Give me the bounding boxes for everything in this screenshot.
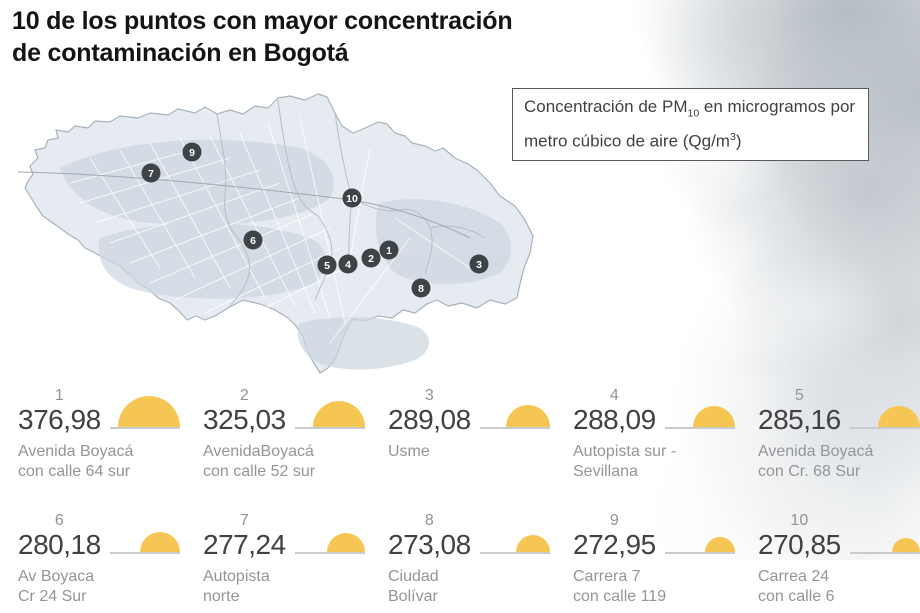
value-gauge [849,395,920,429]
svg-text:10: 10 [346,193,358,205]
rank-label: 3 [424,387,434,404]
rank-label: 4 [609,387,619,404]
svg-text:6: 6 [250,235,256,247]
pollution-point-card: 1 376,98 Avenida Boyacá con calle 64 sur [18,387,188,512]
value-gauge [664,520,735,554]
value-gauge [664,395,735,429]
map-marker-5: 5 [317,255,337,275]
rank-label: 10 [790,512,809,529]
gauge-dome-icon [692,406,735,427]
gauge-dome-icon [877,406,920,427]
pm10-value: 288,09 [573,404,656,435]
pm10-value: 280,18 [18,529,101,560]
location-label: AvenidaBoyacá con calle 52 sur [203,443,316,480]
value-gauge [479,395,550,429]
svg-text:5: 5 [324,260,330,272]
value-gauge [294,520,365,554]
bogota-map-svg: 12 3 4 5 6 7 8 9 10 [17,93,534,374]
pm10-value: 289,08 [388,404,471,435]
pm10-value: 270,85 [758,529,841,560]
map-marker-9: 9 [182,142,202,162]
rank-label: 5 [794,387,804,404]
svg-text:3: 3 [476,259,482,271]
pollution-point-card: 10 270,85 Carrea 24 con calle 6 [758,512,920,613]
pollution-point-card: 3 289,08 Usme [388,387,558,512]
map-marker-4: 4 [338,254,358,274]
gauge-dome-icon [704,537,735,552]
pollution-point-card: 5 285,16 Avenida Boyacá con Cr. 68 Sur [758,387,920,512]
gauge-dome-icon [117,396,180,427]
svg-text:4: 4 [345,259,351,271]
location-label: Avenida Boyacá con Cr. 68 Sur [758,443,874,480]
location-label: Carrera 7 con calle 119 [573,568,667,605]
map-marker-6: 6 [243,230,263,250]
gauge-dome-icon [326,533,365,552]
rank-label: 8 [424,512,434,529]
svg-text:7: 7 [148,168,154,180]
rank-label: 7 [239,512,249,529]
pollution-point-card: 7 277,24 Autopista norte [203,512,373,613]
value-gauge [109,395,180,429]
svg-text:1: 1 [386,245,392,257]
location-label: Ciudad Bolívar [388,568,439,605]
value-gauge [294,395,365,429]
bogota-map: 1 2 3 4 5 6 7 8 9 10 [0,88,560,388]
value-gauge [109,520,180,554]
legend-text-prefix: Concentración de PM [524,97,688,116]
pm10-value: 273,08 [388,529,471,560]
location-label: Av Boyaca Cr 24 Sur [18,568,95,605]
svg-text:9: 9 [189,147,195,159]
rank-label: 6 [54,512,64,529]
pollution-point-card: 6 280,18 Av Boyaca Cr 24 Sur [18,512,188,613]
rank-label: 2 [239,387,249,404]
value-gauge [479,520,550,554]
legend-subscript: 10 [687,107,700,120]
unit-legend-box: Concentración de PM10 en microgramos por… [512,88,869,162]
location-label: Autopista norte [203,568,270,605]
pm10-value: 325,03 [203,404,286,435]
pollution-point-card: 4 288,09 Autopista sur - Sevillana [573,387,743,512]
pm10-value: 272,95 [573,529,656,560]
pollution-point-card: 2 325,03 AvenidaBoyacá con calle 52 sur [203,387,373,512]
gauge-dome-icon [891,538,920,552]
map-markers: 12 3 4 5 6 7 8 9 10 [141,142,489,298]
map-marker-3: 3 [469,254,489,274]
gauge-dome-icon [515,535,550,552]
pollution-point-card: 8 273,08 Ciudad Bolívar [388,512,558,613]
location-label: Avenida Boyacá con calle 64 sur [18,443,134,480]
pm10-value: 285,16 [758,404,841,435]
location-label: Carrea 24 con calle 6 [758,568,835,605]
map-marker-2: 2 [361,248,381,268]
rank-label: 1 [54,387,64,404]
pm10-value: 277,24 [203,529,286,560]
map-marker-1: 1 [379,240,399,260]
page-title: 10 de los puntos con mayor concentración… [12,7,513,67]
map-marker-8: 8 [411,278,431,298]
pollution-point-card: 9 272,95 Carrera 7 con calle 119 [573,512,743,613]
ranking-cards-grid: 1 376,98 Avenida Boyacá con calle 64 sur 2 3… [18,387,920,613]
map-marker-10: 10 [342,188,362,208]
svg-text:2: 2 [368,253,374,265]
pm10-value: 376,98 [18,404,101,435]
main-roads [17,171,471,239]
location-label: Autopista sur - Sevillana [573,443,677,480]
location-label: Usme [388,443,430,460]
legend-text-suffix: ) [735,132,742,152]
gauge-dome-icon [139,532,180,552]
rank-label: 9 [609,512,619,529]
gauge-dome-icon [505,405,550,427]
value-gauge [849,520,920,554]
map-marker-7: 7 [141,163,161,183]
gauge-dome-icon [312,401,365,427]
svg-text:8: 8 [418,283,424,295]
